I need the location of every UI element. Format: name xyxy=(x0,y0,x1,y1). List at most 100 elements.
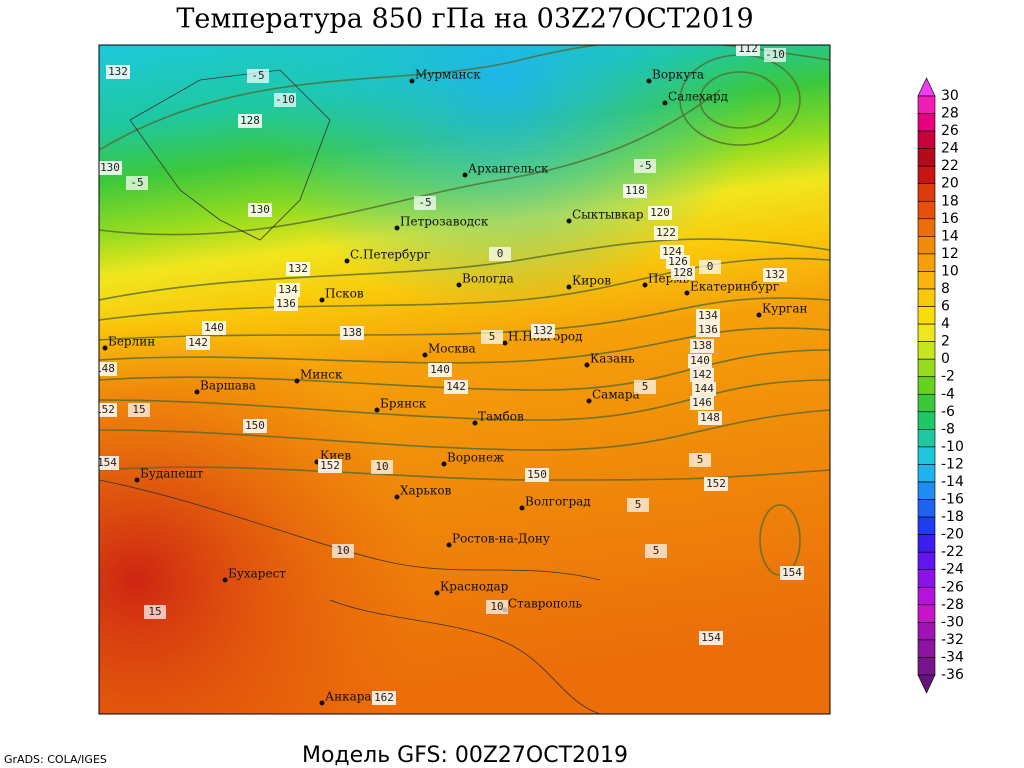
colorbar-segment xyxy=(917,604,936,623)
city-dot xyxy=(441,461,447,467)
isotherm-label: 5 xyxy=(635,498,642,511)
city-dot xyxy=(586,398,592,404)
contour-label: 148 xyxy=(95,362,115,375)
city-dot xyxy=(584,362,590,368)
colorbar-label: -32 xyxy=(941,632,964,648)
city-dot xyxy=(662,100,668,106)
colorbar-label: -2 xyxy=(941,369,955,385)
colorbar-label: 14 xyxy=(941,228,959,244)
contour-label: 132 xyxy=(765,268,785,281)
isotherm-label: -5 xyxy=(251,69,264,82)
city-label: Екатеринбург xyxy=(690,280,779,294)
colorbar-label: 4 xyxy=(941,316,950,332)
colorbar-segment xyxy=(917,306,936,325)
isotherm-label: 10 xyxy=(336,544,349,557)
contour-label-box xyxy=(274,297,298,311)
isotherm-label-box xyxy=(689,453,711,467)
contour-label-box xyxy=(276,283,300,297)
city-dot xyxy=(394,225,400,231)
colorbar-segment xyxy=(917,130,936,149)
city-label: Киров xyxy=(572,274,611,288)
contour-label: 140 xyxy=(430,363,450,376)
contour-label: 132 xyxy=(533,324,553,337)
contour-label-box xyxy=(696,323,720,337)
colorbar-label: -16 xyxy=(941,492,964,508)
contour-label: 142 xyxy=(446,380,466,393)
colorbar-label: -26 xyxy=(941,579,964,595)
contour-label-box xyxy=(238,114,262,128)
city-label: Брянск xyxy=(380,397,427,411)
contour-label-box xyxy=(780,566,804,580)
colorbar-label: 16 xyxy=(941,211,959,227)
isotherm-label-box xyxy=(144,605,166,619)
colorbar-label: -30 xyxy=(941,614,964,630)
isotherm-label: 0 xyxy=(707,260,714,273)
colorbar-segment xyxy=(917,200,936,220)
contour-label: 136 xyxy=(276,297,296,310)
colorbar-segment xyxy=(917,411,936,430)
city-label: Псков xyxy=(325,287,364,301)
city-label: Харьков xyxy=(400,484,452,498)
contour-label: 148 xyxy=(700,411,720,424)
city-dot xyxy=(194,389,200,395)
colorbar-label: 2 xyxy=(941,334,950,350)
city-dot xyxy=(456,282,462,288)
colorbar-segment xyxy=(917,358,936,378)
colorbar-label: -18 xyxy=(941,509,964,525)
contour-label: 130 xyxy=(100,161,120,174)
city-label: Тамбов xyxy=(478,410,524,424)
city-label: Краснодар xyxy=(440,580,509,594)
colorbar-segment xyxy=(917,183,936,202)
isotherm-label-box xyxy=(128,403,150,417)
city-dot xyxy=(102,345,108,351)
contour-label-box xyxy=(531,324,555,338)
isotherm-label-box xyxy=(486,600,508,614)
colorbar-segment xyxy=(917,95,936,114)
colorbar-label: 30 xyxy=(941,88,959,104)
contour-label: 150 xyxy=(245,419,265,432)
isotherm-label: 5 xyxy=(642,380,649,393)
contour-label: 132 xyxy=(288,262,308,275)
colorbar-label: -28 xyxy=(941,597,964,613)
contour-label: 120 xyxy=(650,206,670,219)
colorbar-label: 8 xyxy=(941,281,950,297)
colorbar-segment xyxy=(917,464,936,483)
title: Температура 850 гПа на 03Z27OCT2019 xyxy=(176,4,753,35)
colorbar-segment xyxy=(917,534,936,553)
contour-label: 112 xyxy=(738,42,758,55)
map: Мурманск Воркута Салехард Архангельск Петроз… xyxy=(95,42,830,714)
city-label: Ростов-на-Дону xyxy=(452,532,550,546)
colorbar-label: -14 xyxy=(941,474,964,490)
city-dot xyxy=(446,542,452,548)
contour-label: 122 xyxy=(656,226,676,239)
isotherm-label: 15 xyxy=(148,605,161,618)
colorbar-segment xyxy=(917,271,936,290)
contour-label: 142 xyxy=(188,336,208,349)
city-label: С.Петербург xyxy=(350,248,430,262)
contour-label-box xyxy=(736,45,760,56)
colorbar-label: 0 xyxy=(941,351,950,367)
colorbar-segment xyxy=(917,113,936,132)
colorbar-segment xyxy=(917,376,936,395)
contour-label: 152 xyxy=(706,477,726,490)
colorbar-label: -8 xyxy=(941,421,955,437)
city-label: Бухарест xyxy=(228,567,286,581)
city-dot xyxy=(462,172,468,178)
city-label: Берлин xyxy=(108,335,155,349)
isotherm-label-box xyxy=(634,159,656,173)
colorbar-label: 26 xyxy=(941,123,959,139)
city-label: Воркута xyxy=(652,68,704,82)
isotherm-label-box xyxy=(627,498,649,512)
contour-label-box xyxy=(696,309,720,323)
isotherm-label-box xyxy=(247,69,269,83)
city-dot xyxy=(684,290,690,296)
contour-label-box xyxy=(99,362,117,376)
city-dot xyxy=(394,494,400,500)
contour-label: 136 xyxy=(698,323,718,336)
contour-label-box xyxy=(666,255,690,269)
isotherm-label: 5 xyxy=(489,330,496,343)
contour-label: 162 xyxy=(374,691,394,704)
city-label: Будапешт xyxy=(140,467,204,481)
city-dot xyxy=(519,505,525,511)
